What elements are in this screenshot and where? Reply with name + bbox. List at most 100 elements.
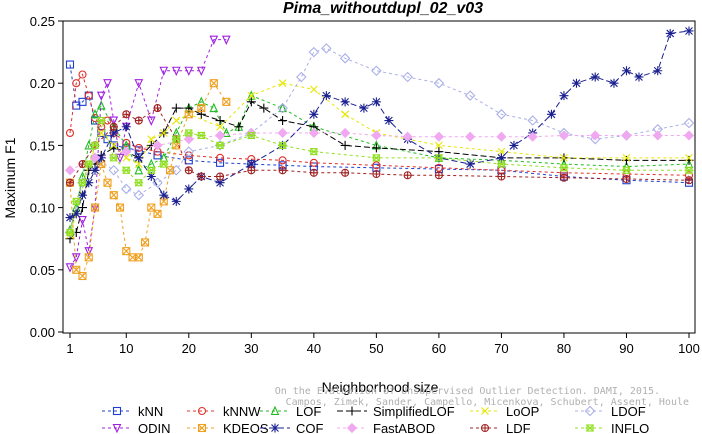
data-point-simplifiedlof (78, 203, 88, 213)
data-point-loop (159, 129, 168, 137)
data-point-loop (435, 141, 443, 150)
y-tick-label: 0.20 (30, 76, 55, 91)
legend-swatch-marker (480, 423, 490, 433)
data-point-loop (109, 141, 118, 150)
data-point-kdeos (140, 238, 150, 247)
data-point-inflo (146, 166, 156, 175)
data-point-fastabod (277, 127, 288, 139)
data-point-fastabod (64, 165, 76, 176)
series-cof (65, 26, 694, 223)
data-point-ldf (134, 116, 143, 125)
legend-label-lof: LOF (296, 404, 321, 419)
data-point-fastabod (183, 134, 194, 145)
data-point-knn (103, 135, 112, 144)
data-point-ldof (183, 146, 195, 157)
legend-item-ldof: LDOF (575, 404, 646, 419)
data-point-fastabod (340, 127, 351, 139)
legend-swatch-marker (584, 405, 596, 417)
data-point-cof (71, 209, 81, 219)
data-point-ldf (309, 168, 318, 177)
legend-label-kdeos: KDEOS (223, 421, 269, 434)
data-point-inflo (84, 160, 94, 168)
data-point-kdeos (209, 79, 218, 88)
x-tick-label: 30 (244, 341, 258, 356)
legend-item-ldf: LDF (470, 421, 531, 434)
data-point-odin (78, 215, 87, 226)
legend-swatch-marker (112, 406, 122, 416)
data-point-simplifiedlof (215, 116, 225, 126)
data-point-cof (146, 172, 156, 181)
data-point-ldf (559, 173, 568, 182)
data-point-fastabod (121, 146, 132, 157)
data-point-cof (559, 91, 569, 101)
y-tick-label: 0.15 (30, 138, 55, 153)
data-point-ldf (247, 166, 256, 175)
data-point-inflo (246, 131, 256, 140)
data-point-ldf (684, 176, 694, 185)
data-point-lof (90, 108, 100, 119)
data-point-fastabod (214, 130, 226, 141)
data-point-lof (134, 164, 144, 175)
data-point-odin (209, 35, 219, 45)
data-point-fastabod (652, 130, 663, 141)
data-point-ldf (122, 110, 131, 119)
data-point-kdeos (222, 97, 231, 106)
legend-item-knn: kNN (102, 404, 163, 419)
data-point-simplifiedlof (371, 143, 381, 153)
y-tick-label: 0.25 (30, 14, 55, 29)
legend-label-cof: COF (296, 421, 324, 434)
data-point-cof (321, 91, 331, 101)
data-point-knnw (216, 153, 225, 162)
series-odin (65, 35, 231, 273)
legend-label-fastabod: FastABOD (373, 421, 435, 434)
data-point-odin (221, 35, 231, 45)
data-point-simplifiedlof (234, 122, 244, 132)
series-line-odin (69, 39, 227, 268)
data-point-odin (159, 66, 169, 77)
data-point-ldof (527, 115, 538, 126)
data-point-knnw (134, 143, 143, 152)
data-point-fastabod (308, 127, 319, 139)
series-line-cof (69, 30, 690, 218)
watermark: On the Evaluation of Unsupervised Outlie… (275, 386, 689, 408)
series-line-knn (69, 64, 690, 184)
data-point-ldof (464, 90, 476, 101)
x-tick-label: 90 (619, 341, 633, 356)
watermark-line-1: On the Evaluation of Unsupervised Outlie… (275, 386, 660, 397)
data-point-ldof (496, 109, 507, 120)
data-point-inflo (196, 131, 206, 140)
data-point-fastabod (683, 130, 695, 141)
data-point-cof (78, 190, 88, 200)
data-point-lof (84, 140, 94, 150)
data-point-ldof (683, 117, 695, 129)
series-line-loop (69, 82, 689, 236)
series-line-fastabod (69, 132, 689, 171)
data-point-loop (172, 116, 181, 125)
data-point-ldf (184, 166, 193, 175)
plot-frame (62, 20, 696, 334)
data-point-cof (309, 109, 319, 119)
data-point-ldof (308, 46, 320, 58)
data-point-knn (78, 97, 87, 106)
data-point-ldf (65, 178, 75, 187)
x-tick-label: 1 (66, 341, 73, 356)
series-line-ldof (69, 47, 690, 233)
legend-swatch-marker (346, 422, 358, 434)
data-point-ldof (108, 165, 120, 176)
data-point-simplifiedlof (278, 116, 288, 126)
x-tick-label: 100 (678, 341, 700, 356)
data-point-loop (560, 153, 568, 162)
data-point-inflo (434, 153, 444, 162)
data-point-simplifiedlof (171, 103, 181, 113)
data-point-loop (247, 91, 256, 100)
data-point-kdeos (197, 104, 206, 113)
data-point-cof (609, 78, 619, 88)
data-point-fastabod (402, 131, 413, 142)
data-point-kdeos (109, 191, 118, 200)
x-tick-label: 70 (494, 341, 508, 356)
data-point-kdeos (147, 203, 156, 212)
data-point-cof (159, 190, 169, 200)
legend-label-knnw: kNNW (223, 404, 261, 419)
y-axis-label: Maximum F1 (2, 137, 18, 218)
data-point-fastabod (558, 130, 570, 141)
